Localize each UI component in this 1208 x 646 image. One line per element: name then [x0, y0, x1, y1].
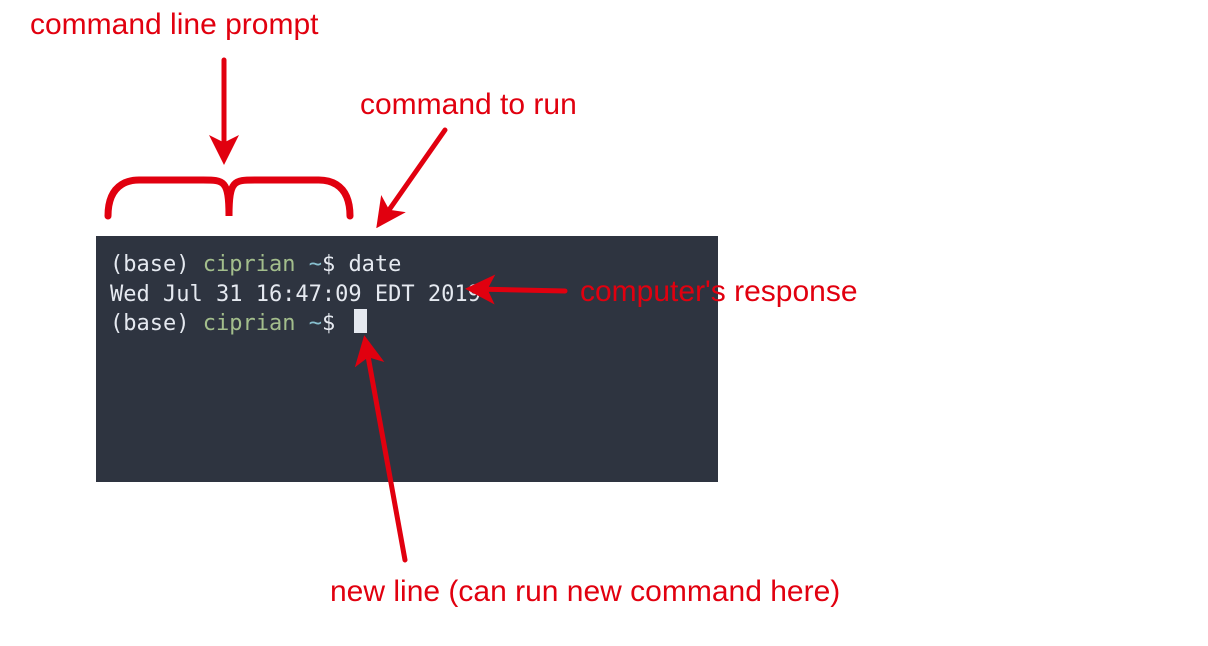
terminal-window: (base) ciprian ~$ dateWed Jul 31 16:47:0… [96, 236, 718, 482]
arrow-command [382, 130, 445, 220]
terminal-segment: ~ [309, 311, 322, 336]
terminal-segment: ~ [309, 252, 322, 277]
terminal-cursor [354, 309, 367, 333]
annotation-newline-label: new line (can run new command here) [330, 575, 840, 609]
terminal-segment: (base) [110, 311, 203, 336]
terminal-segment: ciprian [203, 252, 309, 277]
annotation-prompt-label: command line prompt [30, 8, 318, 42]
terminal-segment: date [348, 252, 401, 277]
terminal-segment: (base) [110, 252, 203, 277]
terminal-segment: $ [322, 311, 349, 336]
terminal-segment: $ [322, 252, 349, 277]
terminal-line: (base) ciprian ~$ [110, 309, 702, 339]
prompt-brace [108, 180, 350, 216]
terminal-segment: Wed Jul 31 16:47:09 EDT 2019 [110, 282, 481, 307]
diagram-canvas: (base) ciprian ~$ dateWed Jul 31 16:47:0… [0, 0, 1208, 646]
annotation-command-label: command to run [360, 88, 577, 122]
annotation-response-label: computer's response [580, 275, 858, 309]
terminal-segment: ciprian [203, 311, 309, 336]
